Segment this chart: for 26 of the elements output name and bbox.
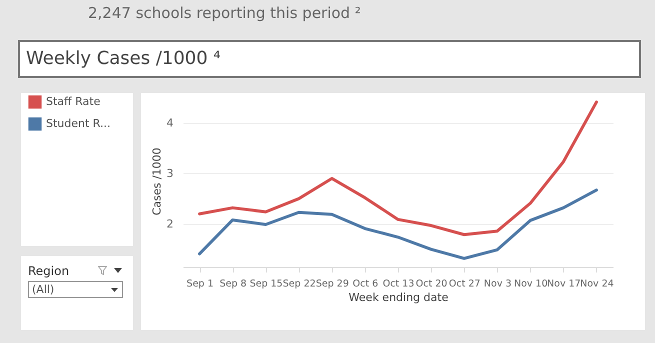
- chart-title: Weekly Cases /1000 ⁴: [18, 40, 641, 78]
- x-tick-label: Nov 3: [484, 278, 512, 290]
- x-axis-title: Week ending date: [348, 291, 449, 304]
- line-series: [198, 188, 598, 260]
- text: (All): [28, 281, 123, 298]
- x-tick-label: Nov 24: [580, 278, 614, 290]
- x-tick-label: Oct 27: [448, 278, 480, 290]
- y-tick-label: 2: [166, 218, 174, 230]
- y-axis-title: Cases /1000: [150, 148, 164, 216]
- line-series: [198, 100, 598, 236]
- x-tick-label: Sep 29: [316, 278, 349, 290]
- x-tick-label: Sep 22: [282, 278, 316, 290]
- x-tick-label: Sep 1: [186, 278, 214, 290]
- x-tick-label: Nov 17: [547, 278, 581, 290]
- x-tick-label: Sep 8: [220, 278, 247, 290]
- legend-label: Student R...: [46, 117, 111, 130]
- x-tick-label: Nov 10: [514, 278, 548, 290]
- x-tick-label: Sep 15: [250, 278, 283, 290]
- legend-label: Staff Rate: [46, 95, 101, 108]
- y-tick-label: 3: [166, 166, 174, 180]
- y-tick-label: 4: [166, 116, 174, 130]
- x-tick-label: Oct 20: [416, 278, 448, 290]
- x-tick-label: Oct 6: [352, 278, 378, 290]
- text: Region: [28, 264, 70, 278]
- text: 2,247 schools reporting this period ²: [88, 4, 361, 22]
- x-tick-label: Oct 13: [382, 278, 414, 290]
